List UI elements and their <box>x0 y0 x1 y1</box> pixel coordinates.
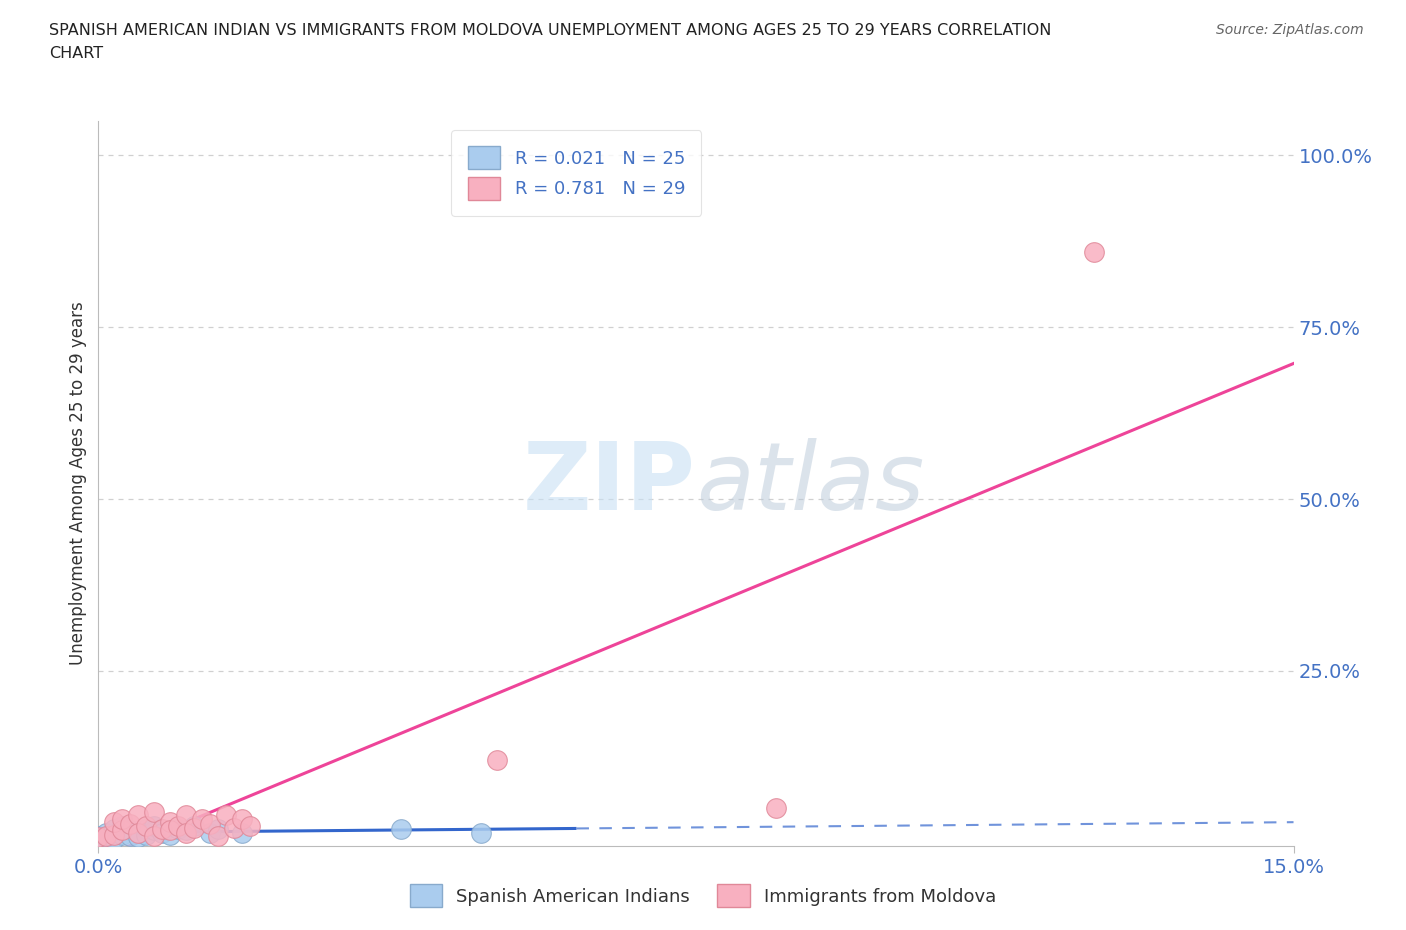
Point <box>143 804 166 819</box>
Text: CHART: CHART <box>49 46 103 61</box>
Point <box>174 808 197 823</box>
Point <box>96 829 118 844</box>
Point <box>183 818 205 833</box>
Point <box>150 822 173 837</box>
Point <box>207 822 229 837</box>
Point <box>389 822 412 837</box>
Point <box>127 808 149 823</box>
Point <box>174 825 197 840</box>
Point <box>167 822 190 837</box>
Point <box>127 825 149 840</box>
Point <box>96 830 118 844</box>
Text: Source: ZipAtlas.com: Source: ZipAtlas.com <box>1216 23 1364 37</box>
Point <box>765 801 787 816</box>
Point <box>198 817 221 831</box>
Y-axis label: Unemployment Among Ages 25 to 29 years: Unemployment Among Ages 25 to 29 years <box>69 301 87 666</box>
Point <box>127 825 149 840</box>
Point <box>143 829 166 844</box>
Point <box>111 827 134 842</box>
Point <box>159 827 181 842</box>
Legend: R = 0.021   N = 25, R = 0.781   N = 29: R = 0.021 N = 25, R = 0.781 N = 29 <box>451 130 702 216</box>
Point <box>135 818 157 833</box>
Point <box>111 811 134 826</box>
Legend: Spanish American Indians, Immigrants from Moldova: Spanish American Indians, Immigrants fro… <box>401 875 1005 916</box>
Point <box>135 827 157 842</box>
Point <box>87 829 110 844</box>
Point <box>150 825 173 840</box>
Point <box>183 820 205 835</box>
Point <box>167 818 190 833</box>
Point <box>111 818 134 833</box>
Point <box>120 817 142 831</box>
Text: SPANISH AMERICAN INDIAN VS IMMIGRANTS FROM MOLDOVA UNEMPLOYMENT AMONG AGES 25 TO: SPANISH AMERICAN INDIAN VS IMMIGRANTS FR… <box>49 23 1052 38</box>
Point <box>103 832 125 847</box>
Point <box>174 823 197 838</box>
Point <box>1083 244 1105 259</box>
Point <box>127 830 149 844</box>
Point <box>222 820 245 835</box>
Point <box>120 823 142 838</box>
Point <box>231 825 253 840</box>
Point <box>470 825 492 840</box>
Point <box>239 818 262 833</box>
Text: atlas: atlas <box>696 438 924 529</box>
Point <box>103 827 125 842</box>
Point <box>231 811 253 826</box>
Point <box>143 818 166 833</box>
Point <box>159 823 181 838</box>
Point <box>198 825 221 840</box>
Text: ZIP: ZIP <box>523 438 696 529</box>
Point <box>111 823 134 838</box>
Point <box>87 830 110 844</box>
Point <box>207 829 229 844</box>
Point <box>143 823 166 838</box>
Point <box>135 822 157 837</box>
Point <box>159 815 181 830</box>
Point <box>215 808 238 823</box>
Point <box>191 811 214 826</box>
Point <box>103 815 125 830</box>
Point <box>96 825 118 840</box>
Point <box>120 829 142 844</box>
Point <box>485 753 508 768</box>
Point <box>103 822 125 837</box>
